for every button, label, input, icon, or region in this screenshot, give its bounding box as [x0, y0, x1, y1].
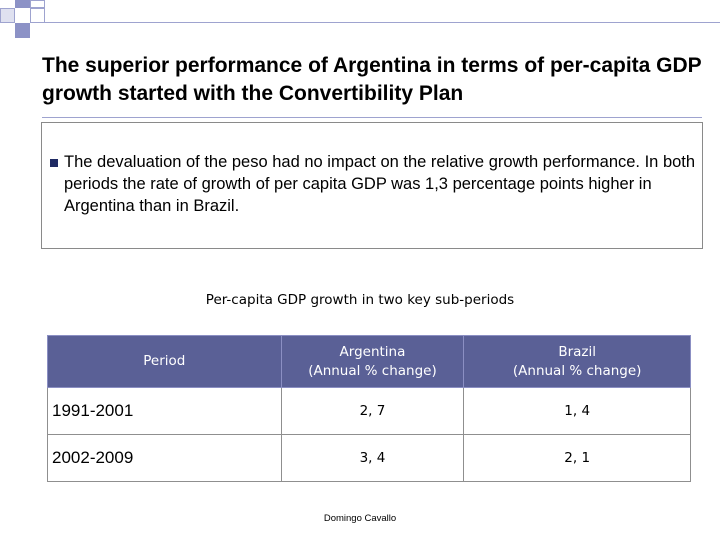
corner-square	[0, 8, 15, 23]
table-row: 1991-2001 2, 7 1, 4	[47, 387, 691, 435]
title-divider	[42, 117, 702, 118]
footer-author: Domingo Cavallo	[323, 513, 397, 524]
row-brazil-value: 1, 4	[463, 387, 691, 435]
header-rule	[30, 22, 720, 23]
row-period: 1991-2001	[47, 387, 282, 435]
row-argentina-value: 3, 4	[280, 434, 465, 482]
row-argentina-value: 2, 7	[280, 387, 465, 435]
bullet-text: The devaluation of the peso had no impac…	[64, 153, 696, 215]
corner-square	[30, 0, 45, 8]
table-header-row: Period Argentina (Annual % change) Brazi…	[47, 335, 691, 388]
text-box	[41, 122, 703, 249]
header-brazil-label: Brazil	[558, 343, 597, 360]
gdp-growth-table: Period Argentina (Annual % change) Brazi…	[47, 335, 691, 482]
table-row: 2002-2009 3, 4 2, 1	[47, 434, 691, 482]
corner-square	[15, 23, 30, 38]
row-period: 2002-2009	[47, 434, 282, 482]
corner-square	[15, 0, 30, 8]
header-argentina-unit: (Annual % change)	[308, 362, 437, 379]
header-argentina: Argentina (Annual % change)	[280, 335, 465, 388]
header-period: Period	[47, 335, 282, 388]
header-brazil: Brazil (Annual % change)	[463, 335, 691, 388]
square-bullet-icon	[50, 159, 58, 167]
slide-title: The superior performance of Argentina in…	[42, 54, 702, 105]
header-argentina-label: Argentina	[339, 343, 406, 360]
corner-square	[30, 8, 45, 23]
table-caption: Per-capita GDP growth in two key sub-per…	[205, 292, 515, 308]
row-brazil-value: 2, 1	[463, 434, 691, 482]
header-brazil-unit: (Annual % change)	[512, 362, 642, 379]
